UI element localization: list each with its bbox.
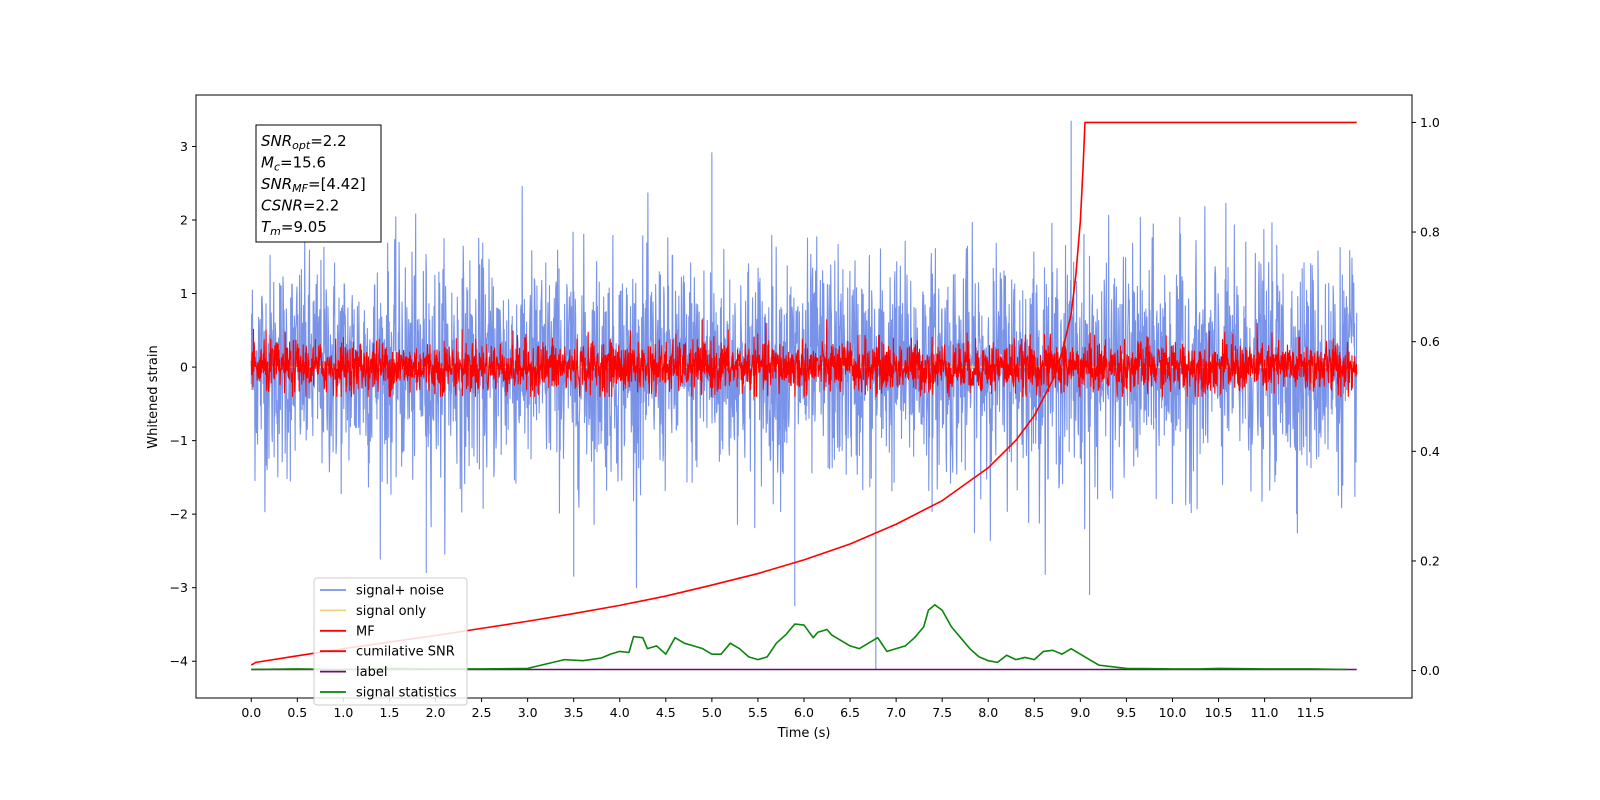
legend-label: signal statistics [356,686,457,701]
info-box-value: =2.2 [303,197,339,215]
y-left-tick-label: 1 [180,286,188,301]
x-tick-label: 0.0 [241,705,261,720]
y-axis-right-ticks: 1.0 0.8 0.6 0.4 0.2 0.0 [1412,115,1440,678]
info-box-frame [255,124,382,243]
info-box-symbol: SNR [261,175,292,193]
info-box-line: CSNR=2.2 [261,197,339,215]
legend-label: label [356,665,387,680]
x-tick-label: 10.5 [1205,705,1233,720]
info-box-value: =2.2 [310,132,346,150]
x-tick-label: 1.0 [333,705,353,720]
y-right-tick-label: 0.4 [1420,444,1440,459]
legend: signal+ noise signal only MF cumilative SNR… [313,577,468,706]
info-box-line: SNRopt=2.2 [261,132,347,152]
info-box-value: =9.05 [281,218,327,236]
x-tick-label: 11.5 [1297,705,1325,720]
x-tick-label: 8.0 [978,705,998,720]
x-tick-label: 6.0 [794,705,814,720]
info-box-value: =[4.42] [308,175,366,193]
legend-label: MF [356,624,375,639]
x-tick-label: 9.5 [1116,705,1136,720]
x-tick-label: 7.5 [932,705,952,720]
info-box-line: Mc=15.6 [261,154,326,174]
y-axis-left-label: Whitened strain [146,345,161,448]
x-axis-label: Time (s) [777,726,831,741]
x-tick-label: 2.5 [472,705,492,720]
y-left-tick-label: 0 [180,360,188,375]
y-right-tick-label: 0.0 [1420,663,1440,678]
x-tick-label: 7.0 [886,705,906,720]
x-tick-label: 5.5 [748,705,768,720]
y-right-tick-label: 0.8 [1420,225,1440,240]
legend-label: signal+ noise [356,584,444,599]
y-left-tick-label: −2 [170,507,188,522]
series-signal-noise-line [250,120,1358,669]
x-tick-label: 4.5 [656,705,676,720]
x-tick-label: 6.5 [840,705,860,720]
series-mf-line [250,319,1358,398]
info-box-symbol: CSNR [261,197,303,215]
info-box-subscript: MF [292,182,308,195]
y-right-tick-label: 0.2 [1420,553,1440,568]
x-tick-label: 4.0 [610,705,630,720]
x-tick-label: 3.5 [564,705,584,720]
x-axis-ticks: 0.0 0.5 1.0 1.5 2.0 2.5 3.0 3.5 4.0 4.5 5.0 5.5 6.0 6… [241,698,1325,720]
x-tick-label: 5.0 [702,705,722,720]
x-tick-label: 9.0 [1070,705,1090,720]
info-box-subscript: m [270,225,281,238]
info-box-subscript: opt [292,139,311,152]
legend-frame [313,577,468,706]
info-box-subscript: c [274,161,280,174]
y-right-tick-label: 0.6 [1420,334,1440,349]
x-tick-label: 11.0 [1251,705,1279,720]
x-tick-label: 10.0 [1159,705,1187,720]
series-layer [250,120,1358,671]
info-box-symbol: M [261,154,274,172]
x-tick-label: 3.0 [518,705,538,720]
legend-label: cumilative SNR [356,645,455,660]
y-left-tick-label: 3 [180,139,188,154]
x-tick-label: 8.5 [1024,705,1044,720]
info-box-value: =15.6 [280,154,326,172]
series-signal-statistics-line [251,604,1348,671]
y-right-tick-label: 1.0 [1420,115,1440,130]
x-tick-label: 1.5 [380,705,400,720]
legend-label: signal only [356,604,426,619]
info-box-line: SNRMF=[4.42] [261,175,366,195]
y-left-tick-label: −4 [170,654,188,669]
info-box-symbol: T [261,218,272,236]
y-left-tick-label: −1 [170,433,188,448]
info-box-symbol: SNR [261,132,292,150]
x-tick-label: 0.5 [287,705,307,720]
info-box: SNRopt=2.2Mc=15.6SNRMF=[4.42]CSNR=2.2Tm=… [255,124,382,243]
y-left-tick-label: 2 [180,213,188,228]
info-box-line: Tm=9.05 [261,218,327,238]
y-left-tick-label: −3 [170,580,188,595]
y-axis-left-ticks: 3 2 1 0 −1 −2 −3 −4 [170,139,196,669]
x-tick-label: 2.0 [426,705,446,720]
